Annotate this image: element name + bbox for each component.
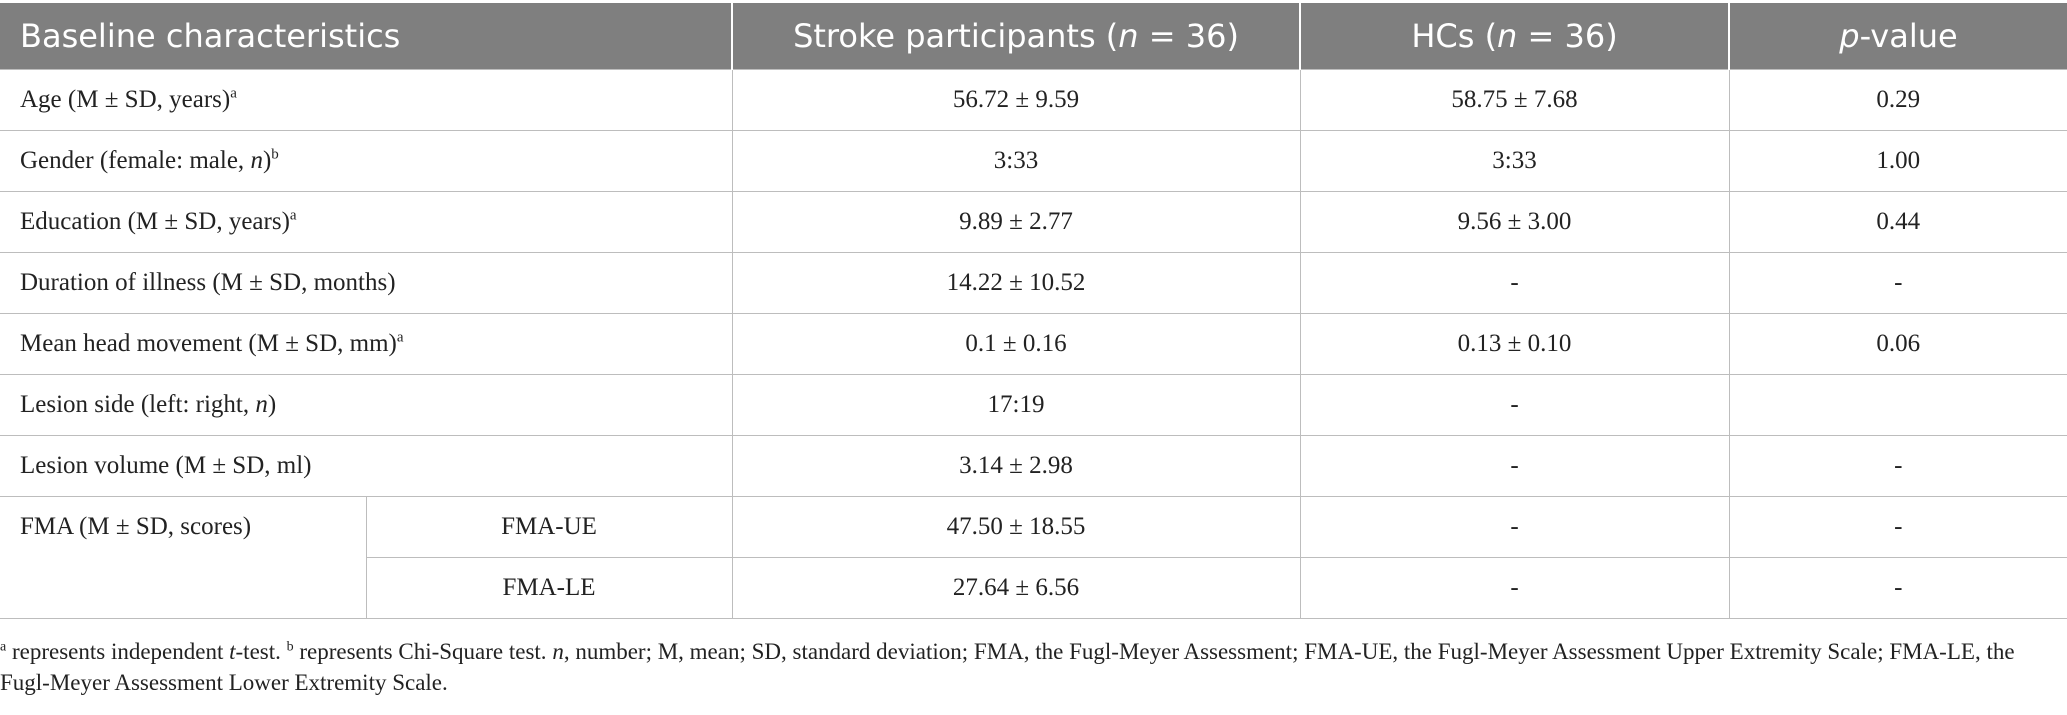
stroke-value: 47.50 ± 18.55: [731, 496, 1301, 558]
table-row: Lesion side (left: right, n) 17:19 -: [0, 374, 2067, 436]
hc-value: -: [1299, 435, 1730, 497]
p-value: 0.44: [1728, 191, 2067, 253]
header-hcs: HCs (n = 36): [1300, 3, 1730, 70]
table-row: FMA-LE 27.64 ± 6.56 - -: [0, 557, 2067, 619]
stroke-value: 14.22 ± 10.52: [731, 252, 1301, 314]
p-value: -: [1728, 557, 2067, 619]
row-label: Gender (female: male, n)b: [0, 130, 733, 192]
stroke-value: 3.14 ± 2.98: [731, 435, 1301, 497]
p-value: 0.06: [1728, 313, 2067, 375]
hc-value: -: [1299, 496, 1730, 558]
table-row: FMA (M ± SD, scores) FMA-UE 47.50 ± 18.5…: [0, 496, 2067, 619]
row-label: Lesion volume (M ± SD, ml): [0, 435, 733, 497]
hc-value: 9.56 ± 3.00: [1299, 191, 1730, 253]
stroke-value: 56.72 ± 9.59: [731, 69, 1301, 131]
row-label: Mean head movement (M ± SD, mm)a: [0, 313, 733, 375]
table-footnote: a represents independent t-test. b repre…: [0, 639, 2015, 695]
stroke-value: 3:33: [731, 130, 1301, 192]
header-stroke: Stroke participants (n = 36): [732, 3, 1301, 70]
p-value: [1728, 374, 2067, 436]
p-value: 0.29: [1728, 69, 2067, 131]
hc-value: -: [1299, 374, 1730, 436]
stroke-value: 17:19: [731, 374, 1301, 436]
stroke-value: 9.89 ± 2.77: [731, 191, 1301, 253]
table-row: Lesion volume (M ± SD, ml) 3.14 ± 2.98 -…: [0, 435, 2067, 497]
row-label: Age (M ± SD, years)a: [0, 69, 733, 131]
header-baseline: Baseline characteristics: [0, 3, 733, 70]
p-value: 1.00: [1728, 130, 2067, 192]
table-row: Age (M ± SD, years)a 56.72 ± 9.59 58.75 …: [0, 69, 2067, 131]
hc-value: 58.75 ± 7.68: [1299, 69, 1730, 131]
hc-value: -: [1299, 252, 1730, 314]
hc-value: -: [1299, 557, 1730, 619]
table-row: Mean head movement (M ± SD, mm)a 0.1 ± 0…: [0, 313, 2067, 375]
baseline-table: Baseline characteristics Stroke particip…: [0, 3, 2067, 619]
table-row: Education (M ± SD, years)a 9.89 ± 2.77 9…: [0, 191, 2067, 253]
stroke-value: 27.64 ± 6.56: [731, 557, 1301, 619]
row-label: Lesion side (left: right, n): [0, 374, 733, 436]
header-pvalue: p-value: [1729, 3, 2067, 70]
header-row: Baseline characteristics Stroke particip…: [0, 3, 2067, 70]
p-value: -: [1728, 252, 2067, 314]
fma-sub-label: FMA-LE: [366, 557, 733, 619]
row-label: Duration of illness (M ± SD, months): [0, 252, 733, 314]
p-value: -: [1728, 435, 2067, 497]
table-row: Gender (female: male, n)b 3:33 3:33 1.00: [0, 130, 2067, 192]
hc-value: 0.13 ± 0.10: [1299, 313, 1730, 375]
p-value: -: [1728, 496, 2067, 558]
row-label: Education (M ± SD, years)a: [0, 191, 733, 253]
stroke-value: 0.1 ± 0.16: [731, 313, 1301, 375]
fma-sub-label: FMA-UE: [365, 496, 733, 558]
hc-value: 3:33: [1299, 130, 1730, 192]
fma-label: FMA (M ± SD, scores): [0, 496, 367, 619]
table-row: Duration of illness (M ± SD, months) 14.…: [0, 252, 2067, 314]
